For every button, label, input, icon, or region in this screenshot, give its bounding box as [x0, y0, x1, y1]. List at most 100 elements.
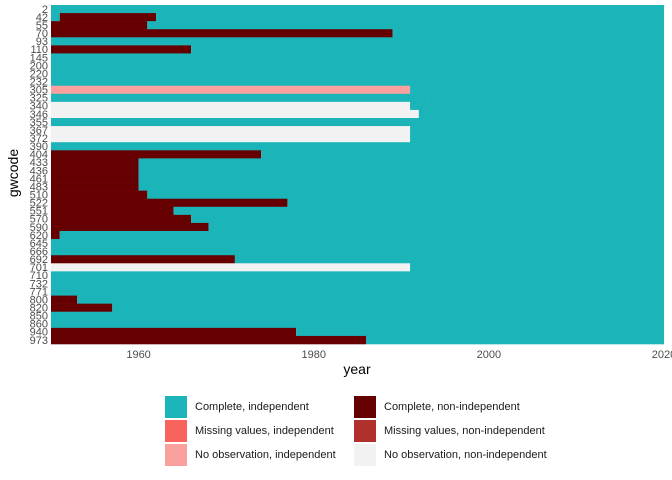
x-axis-ticks: 1960 1980 2000 2020	[126, 349, 672, 361]
y-tick-645: 645	[30, 238, 48, 250]
bar-551-segment-1	[173, 206, 664, 216]
bar-346-segment-0	[51, 109, 419, 119]
legend-swatch	[354, 396, 376, 418]
y-tick-42: 42	[36, 12, 48, 24]
bar-232-segment-0	[51, 77, 664, 87]
bar-110-segment-1	[191, 45, 664, 54]
bar-800-segment-0	[51, 295, 78, 304]
legend-label: Missing values, non-independent	[384, 425, 545, 437]
bar-710-segment-0	[51, 271, 664, 280]
y-axis-title: gwcode	[5, 149, 21, 197]
y-tick-372: 372	[30, 133, 48, 145]
bar-433-segment-1	[138, 158, 665, 167]
bar-590-segment-1	[208, 222, 664, 232]
bar-305-segment-0	[51, 85, 411, 95]
bar-522-segment-1	[287, 198, 664, 208]
y-tick-436: 436	[30, 165, 48, 177]
x-tick-2020: 2020	[652, 349, 672, 361]
bar-692-segment-1	[234, 255, 664, 264]
y-tick-305: 305	[30, 85, 48, 97]
bar-620-segment-1	[59, 231, 664, 240]
bar-800-segment-1	[77, 295, 665, 304]
y-axis-ticks: 2425570931101452002202323053253403463553…	[30, 4, 48, 347]
bar-70-segment-0	[51, 29, 393, 38]
y-tick-850: 850	[30, 311, 48, 323]
bar-732-segment-0	[51, 279, 664, 288]
legend-swatch	[354, 444, 376, 466]
bar-666-segment-0	[51, 247, 664, 256]
y-tick-70: 70	[36, 28, 48, 40]
legend-label: No observation, non-independent	[384, 449, 547, 461]
x-tick-2000: 2000	[477, 349, 501, 361]
y-tick-346: 346	[30, 109, 48, 121]
bar-820-segment-1	[112, 303, 665, 313]
bar-510-segment-0	[51, 190, 148, 200]
bar-433-segment-0	[51, 158, 139, 167]
y-tick-2: 2	[42, 4, 48, 16]
x-axis-title: year	[343, 361, 371, 377]
bar-390-segment-0	[51, 142, 664, 151]
bar-93-segment-0	[51, 37, 664, 46]
y-tick-973: 973	[30, 335, 48, 347]
y-tick-701: 701	[30, 262, 48, 274]
legend-label: Complete, non-independent	[384, 401, 520, 413]
y-tick-800: 800	[30, 294, 48, 306]
bar-110-segment-0	[51, 45, 192, 54]
y-tick-771: 771	[30, 286, 48, 298]
bar-570-segment-1	[191, 214, 664, 224]
y-tick-570: 570	[30, 214, 48, 226]
x-tick-1960: 1960	[126, 349, 150, 361]
bar-372-segment-1	[410, 134, 664, 143]
bar-701-segment-0	[51, 263, 411, 272]
bar-771-segment-0	[51, 287, 664, 296]
legend-label: Complete, independent	[195, 401, 309, 413]
bar-305-segment-1	[410, 85, 664, 95]
bar-692-segment-0	[51, 255, 235, 264]
bar-483-segment-1	[138, 182, 665, 191]
bar-461-segment-0	[51, 174, 139, 183]
y-tick-483: 483	[30, 181, 48, 193]
bar-404-segment-1	[261, 150, 664, 159]
bar-701-segment-1	[410, 263, 664, 272]
y-tick-666: 666	[30, 246, 48, 258]
bar-522-segment-0	[51, 198, 288, 208]
bar-436-segment-0	[51, 166, 139, 175]
y-tick-692: 692	[30, 254, 48, 266]
bar-340-segment-1	[410, 101, 664, 111]
bar-220-segment-0	[51, 69, 664, 78]
bar-645-segment-0	[51, 239, 664, 248]
y-tick-390: 390	[30, 141, 48, 153]
legend-label: No observation, independent	[195, 449, 336, 461]
y-tick-232: 232	[30, 76, 48, 88]
bar-940-segment-1	[296, 327, 664, 337]
bar-2-segment-0	[51, 5, 664, 14]
bar-42-segment-0	[51, 13, 60, 22]
legend-item-1: Missing values, independent	[165, 419, 334, 443]
bar-367-segment-1	[410, 126, 664, 135]
legend-item-3: Complete, non-independent	[354, 395, 520, 419]
timeline-chart: 1960 1980 2000 2020 24255709311014520022023…	[5, 4, 672, 377]
bar-820-segment-0	[51, 303, 113, 313]
y-tick-732: 732	[30, 278, 48, 290]
legend-item-5: No observation, non-independent	[354, 443, 547, 467]
y-tick-355: 355	[30, 117, 48, 129]
bar-145-segment-0	[51, 53, 664, 62]
legend-item-0: Complete, independent	[165, 395, 309, 419]
bar-340-segment-0	[51, 101, 411, 111]
legend-swatch	[165, 444, 187, 466]
bar-325-segment-0	[51, 93, 428, 103]
y-tick-93: 93	[36, 36, 48, 48]
bar-973-segment-0	[51, 335, 367, 345]
legend: Complete, independent Missing values, ind…	[165, 395, 585, 467]
y-tick-110: 110	[30, 44, 48, 56]
legend-swatch	[165, 396, 187, 418]
legend-item-4: Missing values, non-independent	[354, 419, 545, 443]
y-tick-461: 461	[30, 173, 48, 185]
y-tick-820: 820	[30, 302, 48, 314]
y-tick-200: 200	[30, 60, 48, 72]
legend-swatch	[165, 420, 187, 442]
bar-570-segment-0	[51, 214, 192, 224]
bar-42-segment-1	[59, 13, 157, 22]
bar-551-segment-0	[51, 206, 174, 216]
x-tick-1980: 1980	[301, 349, 325, 361]
